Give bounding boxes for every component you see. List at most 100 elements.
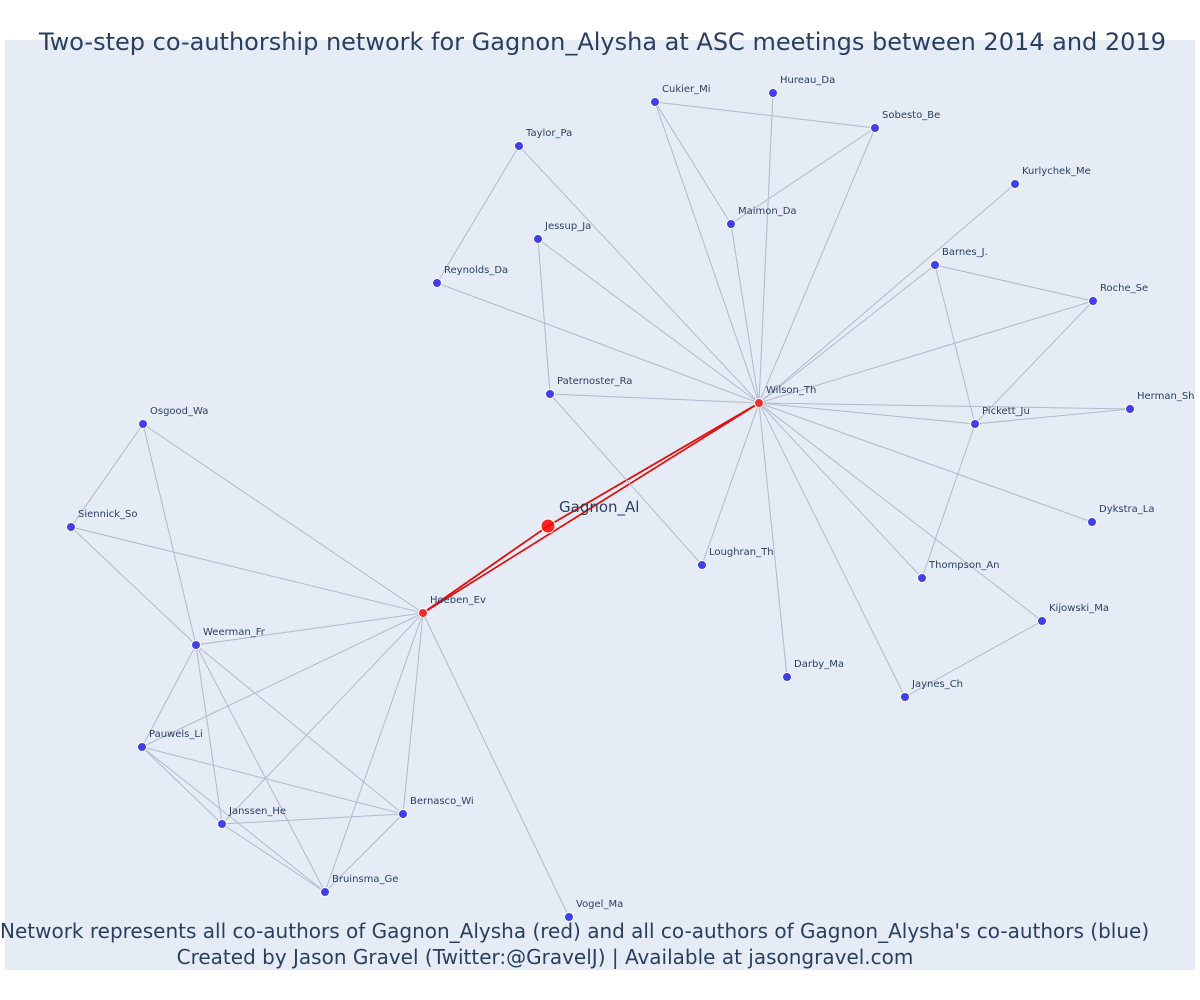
node-label-maimon-da: Maimon_Da bbox=[738, 206, 797, 217]
node-gagnon-al[interactable] bbox=[540, 518, 556, 534]
node-janssen-he[interactable] bbox=[217, 819, 227, 829]
edge-wilson-th-paternoster-ra bbox=[549, 393, 760, 404]
edge-pauwels-li-janssen-he bbox=[141, 746, 223, 825]
edge-roche-se-pickett-ju bbox=[974, 300, 1094, 425]
node-label-siennick-so: Siennick_So bbox=[78, 509, 138, 520]
node-paternoster-ra[interactable] bbox=[545, 389, 555, 399]
edge-wilson-th-kurlychek-me bbox=[758, 183, 1016, 404]
node-herman-sh[interactable] bbox=[1125, 404, 1135, 414]
edge-hoeben-ev-siennick-so bbox=[70, 526, 424, 614]
node-wilson-th[interactable] bbox=[754, 398, 764, 408]
node-weerman-fr[interactable] bbox=[191, 640, 201, 650]
node-siennick-so[interactable] bbox=[66, 522, 76, 532]
node-label-paternoster-ra: Paternoster_Ra bbox=[557, 376, 632, 387]
node-roche-se[interactable] bbox=[1088, 296, 1098, 306]
node-label-weerman-fr: Weerman_Fr bbox=[203, 627, 266, 638]
node-kurlychek-me[interactable] bbox=[1010, 179, 1020, 189]
node-hureau-da[interactable] bbox=[768, 88, 778, 98]
node-label-dykstra-la: Dykstra_La bbox=[1099, 504, 1154, 515]
edge-taylor-pa-reynolds-da bbox=[436, 145, 520, 284]
edge-wilson-th-roche-se bbox=[758, 300, 1094, 404]
node-label-bernasco-wi: Bernasco_Wi bbox=[410, 796, 474, 807]
node-sobesto-be[interactable] bbox=[870, 123, 880, 133]
node-label-barnes-j: Barnes_J. bbox=[942, 247, 988, 258]
edge-wilson-th-herman-sh bbox=[758, 402, 1131, 410]
edge-pauwels-li-bernasco-wi bbox=[141, 746, 404, 815]
edge-wilson-th-jessup-ja bbox=[537, 238, 760, 404]
footer-line-1: Network represents all co-authors of Gag… bbox=[0, 919, 1150, 943]
edge-hoeben-ev-vogel-ma bbox=[422, 612, 570, 918]
edge-wilson-th-darby-ma bbox=[758, 402, 788, 678]
edge-wilson-th-cukier-mi bbox=[654, 101, 760, 404]
node-dykstra-la[interactable] bbox=[1087, 517, 1097, 527]
node-taylor-pa[interactable] bbox=[514, 141, 524, 151]
edge-weerman-fr-pauwels-li bbox=[141, 644, 197, 748]
node-label-kurlychek-me: Kurlychek_Me bbox=[1022, 166, 1091, 177]
node-reynolds-da[interactable] bbox=[432, 278, 442, 288]
edge-pickett-ju-thompson-an bbox=[921, 423, 976, 579]
edge-hoeben-ev-janssen-he bbox=[221, 612, 424, 825]
node-label-bruinsma-ge: Bruinsma_Ge bbox=[332, 874, 398, 885]
node-osgood-wa[interactable] bbox=[138, 419, 148, 429]
node-jaynes-ch[interactable] bbox=[900, 692, 910, 702]
edge-hoeben-ev-osgood-wa bbox=[142, 423, 424, 614]
node-bruinsma-ge[interactable] bbox=[320, 887, 330, 897]
node-vogel-ma[interactable] bbox=[564, 912, 574, 922]
edge-pickett-ju-herman-sh bbox=[974, 408, 1131, 425]
node-label-jaynes-ch: Jaynes_Ch bbox=[911, 679, 963, 690]
edges-layer bbox=[70, 92, 1131, 918]
edge-wilson-th-barnes-j bbox=[758, 264, 936, 404]
node-darby-ma[interactable] bbox=[782, 672, 792, 682]
node-label-gagnon-al: Gagnon_Al bbox=[559, 498, 639, 517]
node-label-janssen-he: Janssen_He bbox=[228, 806, 286, 817]
node-bernasco-wi[interactable] bbox=[398, 809, 408, 819]
chart-title: Two-step co-authorship network for Gagno… bbox=[38, 28, 1166, 56]
edge-cukier-mi-maimon-da bbox=[654, 101, 732, 225]
edge-wilson-th-maimon-da bbox=[730, 223, 760, 404]
edge-janssen-he-bernasco-wi bbox=[221, 813, 404, 825]
node-barnes-j[interactable] bbox=[930, 260, 940, 270]
node-cukier-mi[interactable] bbox=[650, 97, 660, 107]
node-label-osgood-wa: Osgood_Wa bbox=[150, 406, 208, 417]
node-label-sobesto-be: Sobesto_Be bbox=[882, 110, 940, 121]
node-label-herman-sh: Herman_Sh bbox=[1137, 391, 1195, 402]
edge-gagnon-al-hoeben-ev bbox=[422, 525, 549, 614]
edge-kijowski-ma-jaynes-ch bbox=[904, 620, 1043, 698]
labels-layer: Gagnon_Al Wilson_Th Hoeben_Ev Cukier_Mi Hure… bbox=[78, 75, 1195, 910]
node-label-reynolds-da: Reynolds_Da bbox=[444, 265, 508, 276]
edge-bernasco-wi-bruinsma-ge bbox=[324, 813, 404, 893]
edge-gagnon-al-wilson-th bbox=[547, 402, 760, 527]
node-label-roche-se: Roche_Se bbox=[1100, 283, 1148, 294]
node-label-vogel-ma: Vogel_Ma bbox=[576, 899, 623, 910]
edge-wilson-th-loughran-th bbox=[701, 402, 760, 566]
edge-weerman-fr-bruinsma-ge bbox=[195, 644, 326, 893]
edge-barnes-j-roche-se bbox=[934, 264, 1094, 302]
node-hoeben-ev[interactable] bbox=[418, 608, 428, 618]
node-label-loughran-th: Loughran_Th bbox=[709, 547, 774, 558]
edge-janssen-he-bruinsma-ge bbox=[221, 823, 326, 893]
node-thompson-an[interactable] bbox=[917, 573, 927, 583]
edge-wilson-th-hureau-da bbox=[758, 92, 774, 404]
edge-wilson-th-sobesto-be bbox=[758, 127, 876, 404]
node-pauwels-li[interactable] bbox=[137, 742, 147, 752]
edge-wilson-th-pickett-ju bbox=[758, 402, 976, 425]
node-jessup-ja[interactable] bbox=[533, 234, 543, 244]
edge-hoeben-ev-bruinsma-ge bbox=[324, 612, 424, 893]
edge-jessup-ja-paternoster-ra bbox=[537, 238, 551, 395]
node-label-taylor-pa: Taylor_Pa bbox=[525, 128, 572, 139]
node-loughran-th[interactable] bbox=[697, 560, 707, 570]
node-maimon-da[interactable] bbox=[726, 219, 736, 229]
edge-siennick-so-weerman-fr bbox=[70, 526, 197, 646]
edge-cukier-mi-sobesto-be bbox=[654, 101, 876, 129]
edge-pauwels-li-bruinsma-ge bbox=[141, 746, 326, 893]
node-pickett-ju[interactable] bbox=[970, 419, 980, 429]
edge-hoeben-ev-bernasco-wi bbox=[402, 612, 424, 815]
footer-line-2: Created by Jason Gravel (Twitter:@Gravel… bbox=[176, 945, 914, 969]
node-kijowski-ma[interactable] bbox=[1037, 616, 1047, 626]
edge-osgood-wa-siennick-so bbox=[70, 423, 144, 528]
footer-caption: Network represents all co-authors of Gag… bbox=[0, 918, 1150, 970]
edge-hoeben-ev-pauwels-li bbox=[141, 612, 424, 748]
edge-paternoster-ra-loughran-th bbox=[549, 393, 703, 566]
edge-weerman-fr-bernasco-wi bbox=[195, 644, 404, 815]
